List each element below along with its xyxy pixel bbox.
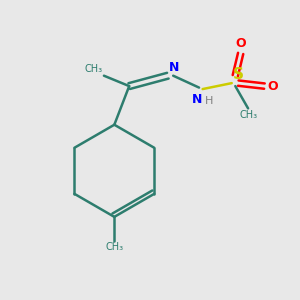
Text: H: H: [204, 96, 213, 106]
Text: O: O: [235, 38, 246, 50]
Text: CH₃: CH₃: [84, 64, 102, 74]
Text: O: O: [267, 80, 278, 93]
Text: N: N: [169, 61, 180, 74]
Text: N: N: [191, 93, 202, 106]
Text: CH₃: CH₃: [105, 242, 123, 252]
Text: S: S: [233, 67, 244, 82]
Text: CH₃: CH₃: [239, 110, 257, 120]
